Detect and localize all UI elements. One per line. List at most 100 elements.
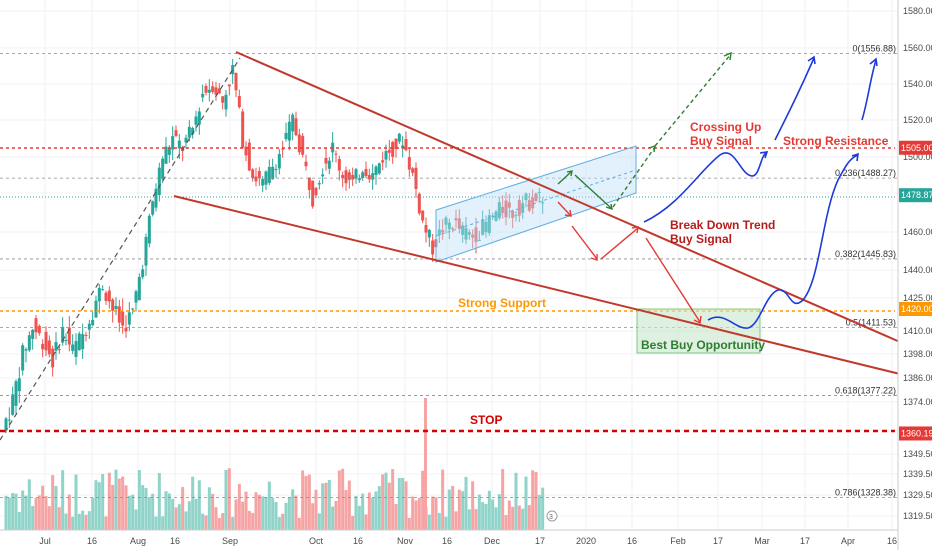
candle-body	[224, 94, 228, 110]
candle-body	[234, 73, 238, 91]
candle-body	[391, 141, 395, 157]
volume-bar	[327, 480, 331, 530]
volume-bar	[291, 489, 295, 530]
annotation-strong-resistance: Strong Resistance	[783, 134, 889, 148]
candle-body	[397, 133, 401, 142]
volume-bar	[341, 468, 345, 530]
volume-bar	[184, 511, 188, 530]
time-tick-label: 17	[713, 536, 723, 546]
price-tick-label: 1560.00	[903, 43, 932, 53]
candle-body	[257, 170, 261, 178]
time-tick-label: 16	[887, 536, 897, 546]
price-tag	[899, 188, 932, 203]
time-tick-label: Aug	[130, 536, 146, 546]
candle-body	[54, 341, 58, 351]
volume-bar	[114, 469, 118, 530]
volume-bar	[174, 507, 178, 530]
upper-trendline	[235, 51, 901, 343]
volume-histogram	[4, 398, 545, 530]
volume-bar	[21, 490, 25, 530]
volume-bar	[71, 516, 75, 530]
annotation-stop: STOP	[470, 413, 502, 427]
volume-bar	[157, 472, 161, 530]
candle-body	[214, 87, 218, 95]
candle-body	[251, 169, 255, 179]
candle-body	[351, 174, 355, 180]
price-tag-label: 1420.00	[901, 304, 932, 314]
volume-bar	[4, 495, 8, 530]
volume-bar	[391, 469, 395, 530]
price-axis-panel[interactable]	[898, 0, 932, 550]
volume-bar	[217, 517, 221, 530]
annotation-best-buy: Best Buy Opportunity	[641, 338, 765, 352]
candle-body	[487, 215, 491, 234]
candle-body	[294, 118, 298, 136]
price-tick-label: 1339.50	[903, 469, 932, 479]
candle-body	[67, 327, 71, 345]
volume-bar	[104, 516, 108, 530]
volume-bar	[134, 509, 138, 530]
price-tick-label: 1425.00	[903, 293, 932, 303]
volume-bar	[534, 471, 538, 530]
time-tick-label: Apr	[841, 536, 855, 546]
candle-body	[184, 137, 188, 143]
candle-body	[494, 211, 498, 222]
volume-bar	[287, 497, 291, 530]
candle-body	[104, 292, 108, 301]
volume-bar	[294, 495, 298, 530]
volume-bar	[257, 494, 261, 530]
candle-body	[537, 191, 541, 193]
volume-bar	[411, 496, 415, 530]
event-flag-icon[interactable]: 3	[546, 510, 558, 522]
candle-body	[381, 160, 385, 163]
volume-bar	[524, 476, 528, 530]
fibonacci-levels: 0(1556.88) 0.236(1488.27) 0.382(1445.83) 0.…	[0, 44, 898, 498]
time-tick-label: Jul	[39, 536, 51, 546]
candle-body	[44, 331, 48, 351]
volume-bar	[401, 477, 405, 530]
time-tick-label: Mar	[754, 536, 770, 546]
price-tick-label: 1500.00	[903, 152, 932, 162]
volume-bar	[144, 488, 148, 530]
best-buy-zone	[636, 308, 761, 354]
volume-bar	[337, 470, 341, 530]
volume-bar	[361, 493, 365, 530]
candle-body	[254, 176, 258, 182]
time-tick-label: Oct	[309, 536, 324, 546]
candle-body	[454, 218, 458, 221]
candle-body	[411, 168, 415, 173]
volume-bar	[154, 516, 158, 530]
volume-bar	[427, 514, 431, 530]
volume-bar	[211, 493, 215, 530]
volume-bar	[344, 490, 348, 530]
time-axis-labels[interactable]: Jul 16 Aug 16 Sep Oct 16 Nov 16 Dec 17 2020 16 Feb 17 M…	[39, 536, 897, 546]
candle-body	[377, 163, 381, 174]
candle-body	[281, 148, 285, 150]
candle-body	[437, 229, 441, 236]
price-tick-label: 1410.00	[903, 326, 932, 336]
candle-body	[354, 169, 358, 179]
candle-body	[117, 306, 121, 323]
candle-body	[344, 170, 348, 184]
volume-bar	[311, 503, 315, 530]
candle-body	[111, 299, 115, 311]
candle-body	[444, 217, 448, 225]
volume-bar	[171, 498, 175, 530]
volume-bar	[537, 495, 541, 530]
candle-body	[154, 188, 158, 208]
volume-bar	[7, 497, 11, 530]
candle-body	[161, 158, 165, 180]
candle-body	[477, 239, 481, 241]
candle-body	[461, 225, 465, 235]
volume-bar	[371, 497, 375, 530]
candle-body	[61, 326, 65, 343]
candle-body	[274, 168, 278, 170]
candle-body	[37, 326, 41, 334]
candle-body	[417, 193, 421, 214]
volume-bar	[194, 498, 198, 530]
volume-bar	[297, 517, 301, 530]
volume-bar	[127, 495, 131, 530]
fib-level-label: 0.786(1328.38)	[835, 487, 896, 497]
candle-body	[271, 166, 275, 180]
